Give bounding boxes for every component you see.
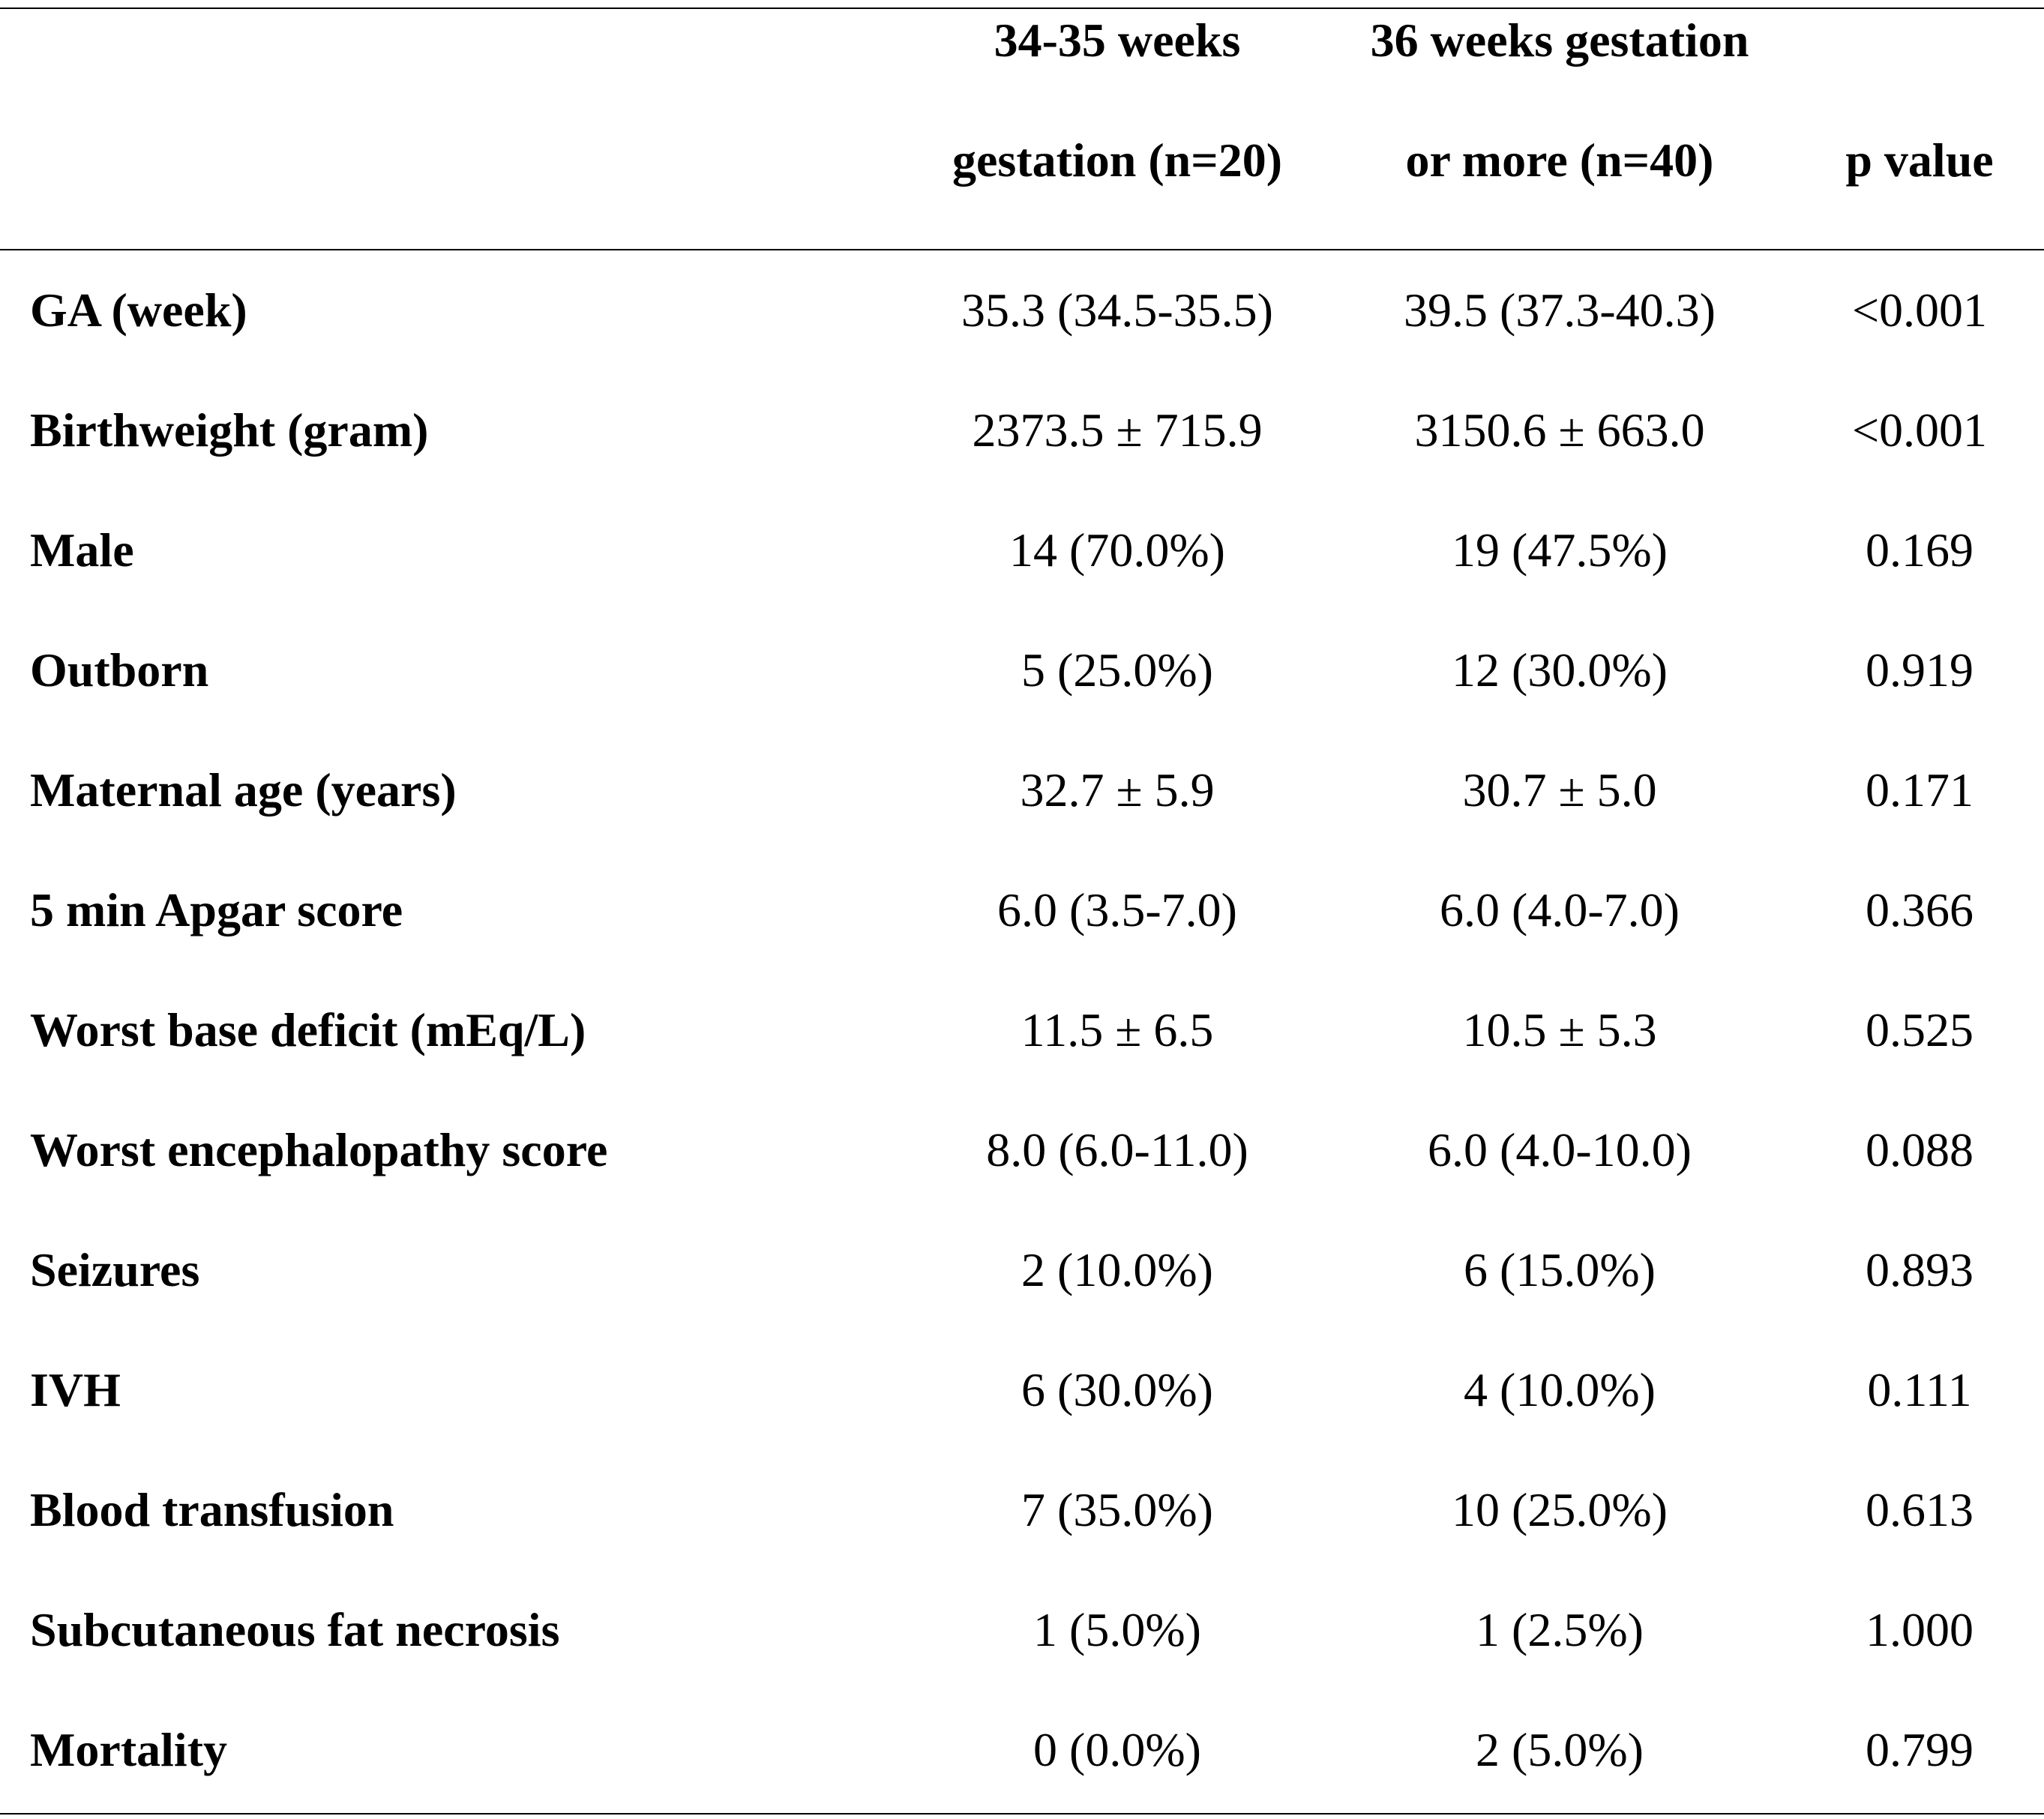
- row-label: GA (week): [30, 283, 247, 337]
- row-label: Male: [30, 523, 134, 577]
- row-p-value: 0.893: [1866, 1243, 1974, 1296]
- row-p-value: <0.001: [1851, 403, 1988, 457]
- row-value-group1: 0 (0.0%): [1033, 1723, 1201, 1776]
- row-p-value: 0.111: [1867, 1363, 1972, 1416]
- table-row: Worst base deficit (mEq/L) 11.5 ± 6.5 10…: [0, 970, 2044, 1090]
- row-label: Seizures: [30, 1243, 200, 1296]
- row-p-value: <0.001: [1851, 283, 1988, 337]
- table-row: Outborn 5 (25.0%) 12 (30.0%) 0.919: [0, 610, 2044, 730]
- row-value-group1: 2373.5 ± 715.9: [972, 403, 1263, 457]
- row-label: 5 min Apgar score: [30, 883, 403, 936]
- row-value-group2: 6 (15.0%): [1464, 1243, 1656, 1296]
- row-value-group1: 1 (5.0%): [1033, 1603, 1201, 1656]
- row-value-group2: 39.5 (37.3-40.3): [1404, 283, 1716, 337]
- row-value-group2: 30.7 ± 5.0: [1462, 763, 1657, 817]
- row-p-value: 0.613: [1866, 1483, 1974, 1536]
- row-label: IVH: [30, 1363, 121, 1416]
- row-p-value: 0.919: [1866, 643, 1974, 697]
- row-p-value: 0.169: [1866, 523, 1974, 577]
- header-col1-line2: gestation (n=20): [952, 133, 1282, 187]
- header-col2-line2: or more (n=40): [1405, 133, 1714, 187]
- header-col1-line1: 34-35 weeks: [994, 13, 1241, 67]
- table-row: IVH 6 (30.0%) 4 (10.0%) 0.111: [0, 1330, 2044, 1450]
- table-bottom-rule: [0, 1813, 2044, 1815]
- table-row: Maternal age (years) 32.7 ± 5.9 30.7 ± 5…: [0, 730, 2044, 850]
- row-value-group2: 3150.6 ± 663.0: [1414, 403, 1705, 457]
- row-value-group1: 2 (10.0%): [1021, 1243, 1213, 1296]
- row-value-group2: 6.0 (4.0-7.0): [1440, 883, 1680, 936]
- header-p-value: p value: [1845, 133, 1994, 187]
- table-body: GA (week) 35.3 (34.5-35.5) 39.5 (37.3-40…: [0, 250, 2044, 1810]
- row-value-group2: 6.0 (4.0-10.0): [1428, 1123, 1692, 1176]
- row-label: Worst base deficit (mEq/L): [30, 1003, 586, 1056]
- row-p-value: 0.171: [1866, 763, 1974, 817]
- row-p-value: 0.799: [1866, 1723, 1974, 1776]
- row-p-value: 0.088: [1866, 1123, 1974, 1176]
- table-top-rule: [0, 7, 2044, 9]
- row-p-value: 1.000: [1866, 1603, 1974, 1656]
- row-value-group2: 4 (10.0%): [1464, 1363, 1656, 1416]
- table-row: Worst encephalopathy score 8.0 (6.0-11.0…: [0, 1090, 2044, 1210]
- row-value-group1: 35.3 (34.5-35.5): [961, 283, 1273, 337]
- row-value-group1: 7 (35.0%): [1021, 1483, 1213, 1536]
- row-p-value: 0.366: [1866, 883, 1974, 936]
- row-value-group1: 11.5 ± 6.5: [1021, 1003, 1214, 1056]
- table-row: Mortality 0 (0.0%) 2 (5.0%) 0.799: [0, 1690, 2044, 1810]
- row-label: Subcutaneous fat necrosis: [30, 1603, 560, 1656]
- row-value-group1: 6 (30.0%): [1021, 1363, 1213, 1416]
- row-value-group2: 2 (5.0%): [1476, 1723, 1644, 1776]
- table-row: Subcutaneous fat necrosis 1 (5.0%) 1 (2.…: [0, 1570, 2044, 1690]
- row-value-group1: 8.0 (6.0-11.0): [986, 1123, 1248, 1176]
- table-row: Blood transfusion 7 (35.0%) 10 (25.0%) 0…: [0, 1450, 2044, 1570]
- table-row: GA (week) 35.3 (34.5-35.5) 39.5 (37.3-40…: [0, 250, 2044, 370]
- header-col2-line1: 36 weeks gestation: [1370, 13, 1749, 67]
- row-label: Outborn: [30, 643, 209, 697]
- row-value-group2: 10.5 ± 5.3: [1462, 1003, 1657, 1056]
- row-value-group2: 1 (2.5%): [1476, 1603, 1644, 1656]
- table-row: Seizures 2 (10.0%) 6 (15.0%) 0.893: [0, 1210, 2044, 1330]
- row-label: Worst encephalopathy score: [30, 1123, 608, 1176]
- row-value-group1: 5 (25.0%): [1021, 643, 1213, 697]
- row-value-group2: 19 (47.5%): [1452, 523, 1668, 577]
- table-row: Male 14 (70.0%) 19 (47.5%) 0.169: [0, 490, 2044, 610]
- row-label: Maternal age (years): [30, 763, 457, 817]
- header-rule: [0, 249, 2044, 250]
- row-value-group1: 14 (70.0%): [1009, 523, 1225, 577]
- row-value-group1: 6.0 (3.5-7.0): [997, 883, 1237, 936]
- table-row: 5 min Apgar score 6.0 (3.5-7.0) 6.0 (4.0…: [0, 850, 2044, 970]
- row-value-group1: 32.7 ± 5.9: [1020, 763, 1215, 817]
- table-row: Birthweight (gram) 2373.5 ± 715.9 3150.6…: [0, 370, 2044, 490]
- row-label: Birthweight (gram): [30, 403, 429, 457]
- row-value-group2: 12 (30.0%): [1452, 643, 1668, 697]
- row-value-group2: 10 (25.0%): [1452, 1483, 1668, 1536]
- row-label: Blood transfusion: [30, 1483, 394, 1536]
- row-p-value: 0.525: [1866, 1003, 1974, 1056]
- row-label: Mortality: [30, 1723, 227, 1776]
